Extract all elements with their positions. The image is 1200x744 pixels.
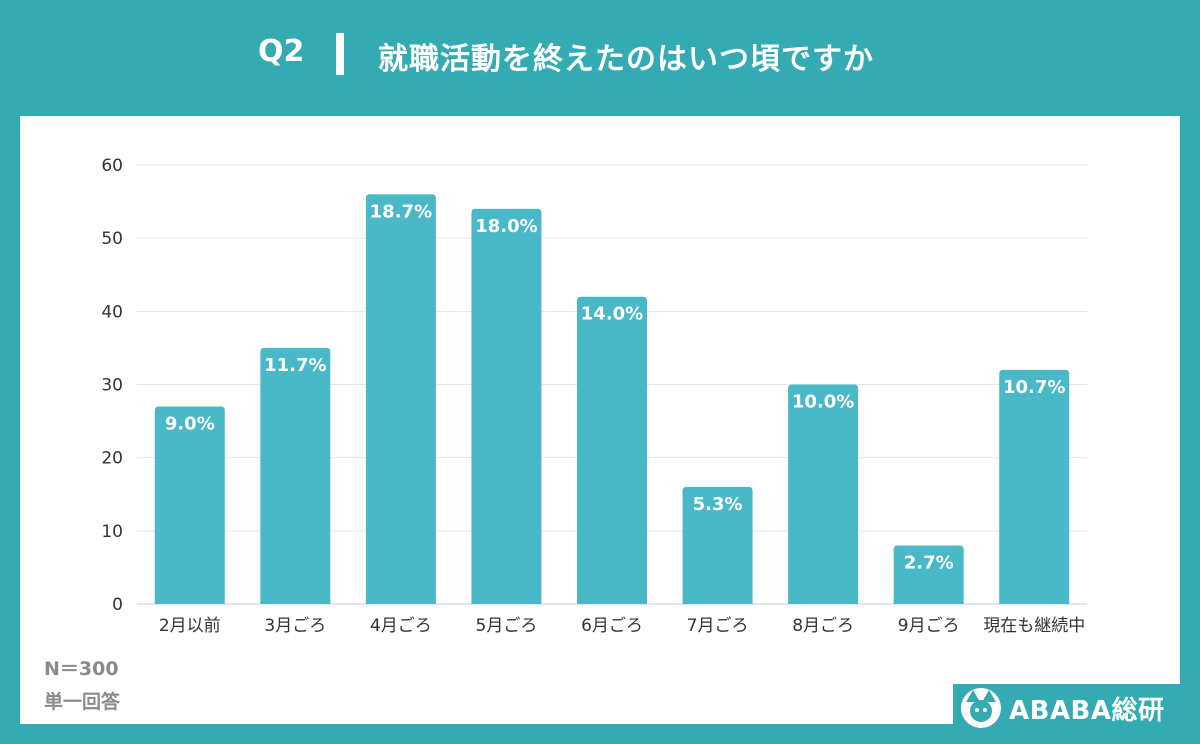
y-tick-label: 30 (101, 376, 123, 396)
header-divider (336, 33, 344, 75)
bar (999, 369, 1070, 604)
bar-data-label: 11.7% (264, 355, 326, 376)
question-number: Q2 (258, 34, 305, 69)
header-bar: Q2 就職活動を終えたのはいつ頃ですか (0, 0, 1200, 112)
x-category-label: 5月ごろ (476, 616, 538, 636)
y-tick-label: 10 (101, 522, 123, 542)
brand-name: ABABA総研 (1009, 695, 1165, 726)
bar-data-label: 18.7% (370, 201, 432, 222)
y-tick-label: 40 (101, 302, 123, 322)
bar-data-label: 18.0% (475, 216, 537, 237)
alpaca-logo-icon (961, 688, 1001, 728)
x-category-label: 8月ごろ (792, 616, 854, 636)
bar (471, 208, 542, 604)
bar-data-label: 14.0% (581, 304, 643, 325)
brand-badge: ABABA総研 (953, 684, 1183, 732)
y-tick-label: 60 (101, 156, 123, 176)
bar-data-label: 10.0% (792, 392, 854, 413)
bar (365, 194, 436, 604)
bar (577, 296, 647, 604)
y-tick-label: 50 (101, 229, 123, 249)
x-category-label: 9月ごろ (898, 616, 960, 636)
bar-data-label: 5.3% (693, 494, 743, 515)
bar (260, 347, 331, 604)
bar (682, 486, 753, 604)
bar (893, 545, 964, 604)
y-tick-label: 0 (112, 595, 123, 615)
x-category-label: 現在も継続中 (983, 616, 1085, 636)
bar (788, 384, 859, 604)
bar-data-label: 2.7% (904, 552, 954, 573)
sample-size-note: N＝300 (44, 658, 119, 680)
x-category-label: 6月ごろ (581, 616, 643, 636)
answer-type-note: 単一回答 (44, 691, 121, 713)
question-title: 就職活動を終えたのはいつ頃ですか (378, 42, 874, 77)
x-category-label: 7月ごろ (687, 616, 749, 636)
x-category-label: 2月以前 (159, 616, 221, 636)
y-tick-label: 20 (101, 449, 123, 469)
bar (154, 406, 225, 604)
bar-data-label: 9.0% (165, 413, 215, 434)
bar-data-label: 10.7% (1003, 377, 1065, 398)
x-category-label: 3月ごろ (264, 616, 326, 636)
x-category-label: 4月ごろ (370, 616, 432, 636)
